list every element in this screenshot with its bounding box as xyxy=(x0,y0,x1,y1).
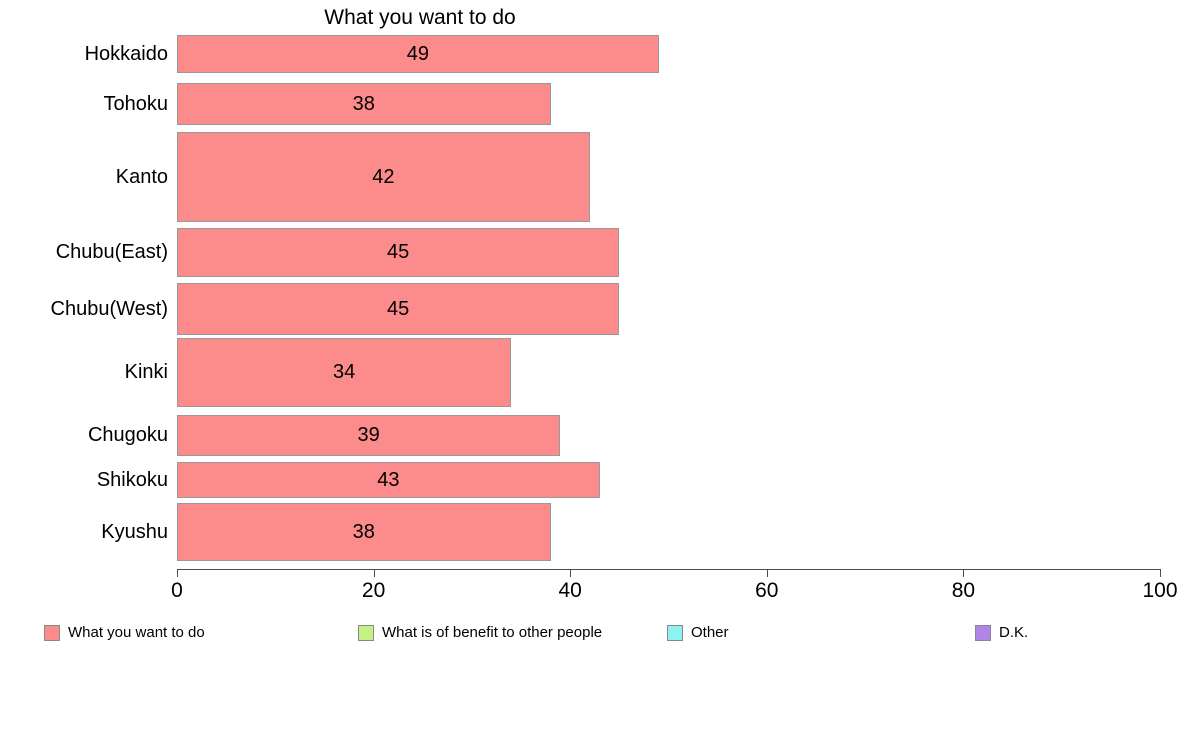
legend-item-other: Other xyxy=(667,624,729,641)
legend-item-what-is-of-benefit-to-other-people: What is of benefit to other people xyxy=(358,624,602,641)
bar-kyushu: 38 xyxy=(177,503,551,561)
legend-label: What you want to do xyxy=(68,624,205,641)
bar-value-label: 38 xyxy=(352,92,375,115)
chart-title: What you want to do xyxy=(324,6,516,29)
bar-kanto: 42 xyxy=(177,132,590,222)
bar-value-label: 43 xyxy=(377,468,400,491)
bar-value-label: 39 xyxy=(357,424,380,446)
legend-swatch-icon xyxy=(44,624,60,641)
x-axis-tick xyxy=(373,570,375,577)
legend-item-d-k: D.K. xyxy=(975,624,1028,641)
category-label-chugoku: Chugoku xyxy=(87,424,168,446)
bar-value-label: 34 xyxy=(332,361,356,383)
bar-chugoku: 39 xyxy=(177,415,561,456)
x-axis-tick-label: 0 xyxy=(171,579,183,602)
bar-chubu-west: 45 xyxy=(177,283,620,335)
bar-shikoku: 43 xyxy=(177,462,600,498)
legend-swatch-icon xyxy=(667,624,683,641)
category-label-kinki: Kinki xyxy=(124,361,168,383)
category-label-kyushu: Kyushu xyxy=(101,520,168,543)
category-label-chubu-west: Chubu(West) xyxy=(50,297,168,320)
legend-label: What is of benefit to other people xyxy=(382,624,603,641)
category-label-chubu-east: Chubu(East) xyxy=(55,241,168,263)
x-axis-tick-label: 80 xyxy=(951,579,976,602)
bar-tohoku: 38 xyxy=(177,83,551,125)
bar-kinki: 34 xyxy=(177,338,512,407)
x-axis-tick xyxy=(766,570,768,577)
x-axis-tick xyxy=(177,570,178,577)
bar-value-label: 45 xyxy=(387,241,410,263)
legend-label: Other xyxy=(691,624,729,641)
category-label-hokkaido: Hokkaido xyxy=(84,42,168,65)
x-axis-tick-label: 20 xyxy=(361,579,386,602)
bar-hokkaido: 49 xyxy=(177,35,659,73)
category-label-tohoku: Tohoku xyxy=(103,92,169,115)
x-axis-tick-label: 60 xyxy=(755,579,779,602)
bar-value-label: 45 xyxy=(387,297,410,320)
x-axis-tick xyxy=(963,570,965,577)
x-axis-tick xyxy=(1160,570,1161,577)
bar-value-label: 49 xyxy=(406,42,429,65)
x-axis-tick xyxy=(570,570,572,577)
bar-value-label: 42 xyxy=(372,165,395,188)
bar-value-label: 38 xyxy=(352,520,375,543)
category-label-kanto: Kanto xyxy=(115,165,168,188)
bar-chubu-east: 45 xyxy=(177,228,620,277)
x-axis-tick-label: 100 xyxy=(1142,579,1178,602)
x-axis-line xyxy=(177,569,1161,570)
legend-swatch-icon xyxy=(975,624,991,641)
x-axis-tick-label: 40 xyxy=(558,579,582,602)
legend-swatch-icon xyxy=(358,624,374,641)
category-label-shikoku: Shikoku xyxy=(96,468,168,491)
legend-label: D.K. xyxy=(999,624,1029,641)
legend-item-what-you-want-to-do: What you want to do xyxy=(44,624,205,641)
